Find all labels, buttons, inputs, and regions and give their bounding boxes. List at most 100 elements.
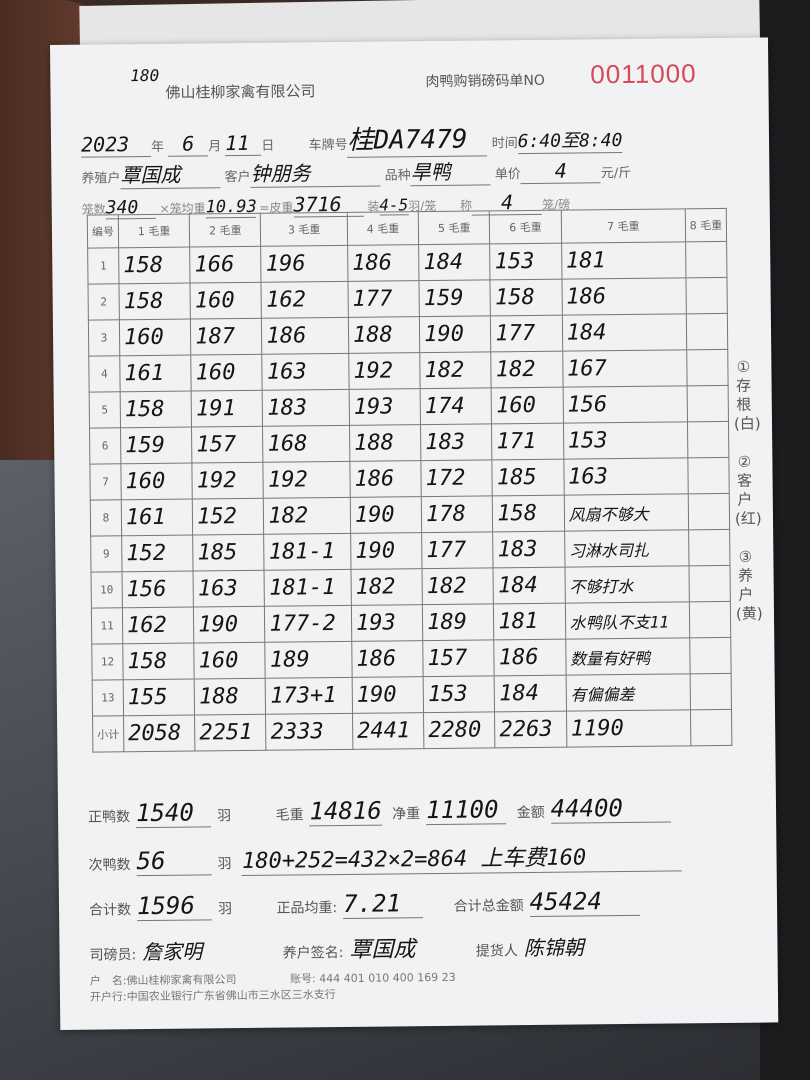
net-label: 净重 bbox=[392, 806, 421, 823]
weight-cell: 152 bbox=[192, 498, 265, 536]
weight-cell: 182 bbox=[422, 567, 494, 605]
time: 6:40至8:40 bbox=[517, 126, 623, 155]
subtotal-row: 小计 2058 2251 2333 2441 2280 2263 1190 bbox=[92, 709, 732, 753]
weight-cell: 186 bbox=[349, 460, 422, 498]
weight-cell bbox=[686, 349, 729, 386]
weight-cell: 188 bbox=[349, 424, 422, 462]
weight-cell: 不够打水 bbox=[564, 565, 690, 604]
bank-name: 开户行:中国农业银行广东省佛山市三水区三水支行 bbox=[89, 988, 336, 1004]
year-label: 年 bbox=[150, 139, 165, 155]
serial-number: 0011000 bbox=[590, 58, 697, 90]
weight-cell: 163 bbox=[262, 353, 350, 391]
weight-cell: 158 bbox=[118, 247, 191, 284]
column-header: 6 毛重 bbox=[489, 210, 562, 244]
weight-cell: 186 bbox=[347, 244, 420, 282]
weight-cell: 177 bbox=[490, 315, 563, 352]
weight-cell: 190 bbox=[193, 606, 266, 644]
weight-table: 编号 1 毛重 2 毛重 3 毛重 4 毛重 5 毛重 6 毛重 7 毛重 8 毛重 1 158 1… bbox=[87, 208, 733, 753]
weight-cell: 159 bbox=[419, 279, 491, 317]
weight-cell: 171 bbox=[491, 423, 564, 460]
weight-cell: 187 bbox=[190, 318, 263, 356]
unit-label: 羽 bbox=[217, 808, 232, 825]
time-label: 时间 bbox=[491, 136, 518, 152]
weight-cell bbox=[686, 313, 728, 350]
info-line-2: 养殖户覃国成 客户钟朋务 品种旱鸭 单价 4 元/斤 bbox=[81, 154, 631, 190]
weight-cell: 156 bbox=[122, 571, 194, 608]
unit-label: 羽 bbox=[217, 856, 232, 873]
gross-weight: 14816 bbox=[309, 796, 382, 827]
weight-cell: 有偏偏差 bbox=[565, 673, 691, 712]
weight-cell: 186 bbox=[351, 640, 424, 678]
weight-cell: 183 bbox=[420, 423, 493, 461]
row-number: 8 bbox=[90, 499, 122, 537]
row-number: 2 bbox=[88, 283, 120, 321]
weight-cell: 习淋水司扎 bbox=[564, 529, 690, 568]
weight-cell: 163 bbox=[563, 457, 689, 496]
form-title-text: 肉鸭购销磅码单 bbox=[425, 73, 524, 91]
copy-label-farmer: ③养户(黄) bbox=[735, 547, 763, 623]
weight-cell: 167 bbox=[562, 349, 688, 388]
weight-cell: 177-2 bbox=[264, 605, 352, 643]
weight-cell: 2280 bbox=[423, 711, 496, 749]
column-header: 编号 bbox=[87, 214, 119, 249]
weight-cell: 192 bbox=[348, 352, 421, 390]
copy-label-stub: ①存根(白) bbox=[733, 357, 761, 433]
copy-label-customer: ②客户(红) bbox=[734, 452, 762, 528]
weight-cell: 181 bbox=[561, 241, 687, 280]
row-number: 4 bbox=[88, 355, 121, 393]
signatures: 司磅员: 詹家明 养户签名: 覃国成 提货人 陈锦朝 bbox=[89, 929, 590, 966]
weight-cell: 160 bbox=[190, 282, 262, 320]
weight-cell: 157 bbox=[191, 426, 264, 464]
weight-cell: 178 bbox=[421, 495, 494, 533]
total-count-label: 合计数 bbox=[88, 902, 132, 919]
summary-line-3: 合计数 1596 羽 正品均重: 7.21 合计总金额 45424 bbox=[88, 886, 646, 922]
weight-cell: 184 bbox=[418, 243, 491, 281]
weight-cell: 185 bbox=[192, 534, 265, 572]
weight-cell: 2058 bbox=[123, 715, 196, 752]
weight-cell: 158 bbox=[122, 643, 195, 680]
weight-cell: 161 bbox=[121, 499, 193, 536]
weight-cell: 160 bbox=[194, 642, 266, 680]
weight-cell: 158 bbox=[492, 495, 565, 532]
extra-calculation: 180+252=432×2=864 上车费160 bbox=[241, 838, 683, 877]
picker-signature: 陈锦朝 bbox=[523, 935, 584, 961]
account-name: 户 名:佛山桂柳家禽有限公司 bbox=[89, 973, 237, 988]
unit-label: 羽 bbox=[217, 901, 233, 918]
column-header: 8 毛重 bbox=[685, 208, 727, 242]
weight-cell: 158 bbox=[120, 391, 192, 428]
row-number: 13 bbox=[92, 679, 124, 717]
weight-cell: 2263 bbox=[494, 711, 567, 748]
weight-cell: 190 bbox=[350, 496, 422, 534]
weight-cell: 181 bbox=[493, 603, 566, 640]
weight-cell: 177 bbox=[347, 280, 420, 318]
row-number: 9 bbox=[90, 535, 123, 573]
account-number: 账号: 444 401 010 400 169 23 bbox=[289, 970, 456, 986]
weight-cell: 183 bbox=[262, 389, 350, 427]
farmer-signature: 覃国成 bbox=[349, 937, 416, 963]
breed: 旱鸭 bbox=[410, 155, 491, 187]
weight-cell: 160 bbox=[491, 387, 564, 424]
weight-cell: 188 bbox=[194, 678, 266, 716]
good-count-label: 正鸭数 bbox=[88, 809, 131, 826]
grand-total: 45424 bbox=[529, 886, 640, 918]
weight-cell: 177 bbox=[421, 531, 494, 569]
farmer-label: 养户签名: bbox=[282, 944, 344, 962]
row-number: 1 bbox=[87, 247, 120, 285]
customer: 钟朋务 bbox=[250, 156, 381, 188]
seller: 覃国成 bbox=[120, 158, 221, 190]
row-number: 7 bbox=[89, 463, 122, 501]
weight-cell: 156 bbox=[562, 385, 688, 424]
weight-cell: 153 bbox=[563, 421, 688, 460]
picker-label: 提货人 bbox=[475, 943, 518, 960]
avg-weight-label: 正品均重: bbox=[276, 900, 338, 917]
weight-cell: 2441 bbox=[352, 712, 425, 750]
weight-cell: 183 bbox=[493, 531, 565, 568]
row-number: 11 bbox=[91, 607, 123, 645]
weight-cell: 163 bbox=[193, 570, 265, 608]
weight-cell: 193 bbox=[349, 388, 421, 426]
logo: 180 bbox=[130, 65, 160, 86]
weight-cell: 193 bbox=[351, 604, 423, 642]
net-weight: 11100 bbox=[426, 795, 507, 826]
weight-cell: 153 bbox=[490, 243, 562, 280]
